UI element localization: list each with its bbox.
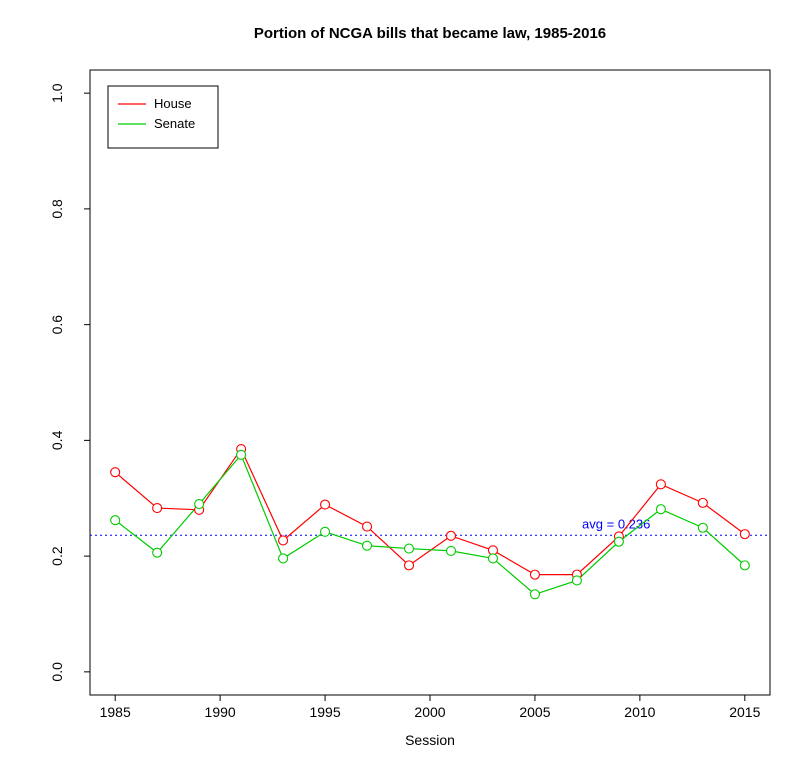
series-marker-house bbox=[656, 480, 665, 489]
y-tick-label: 0.0 bbox=[49, 662, 65, 682]
series-marker-senate bbox=[363, 541, 372, 550]
series-marker-house bbox=[111, 468, 120, 477]
series-marker-senate bbox=[279, 554, 288, 563]
series-marker-house bbox=[698, 498, 707, 507]
series-marker-house bbox=[405, 561, 414, 570]
series-marker-house bbox=[740, 530, 749, 539]
series-marker-senate bbox=[321, 527, 330, 536]
series-marker-senate bbox=[530, 590, 539, 599]
series-marker-senate bbox=[740, 561, 749, 570]
series-marker-senate bbox=[656, 505, 665, 514]
chart-title: Portion of NCGA bills that became law, 1… bbox=[254, 25, 606, 42]
chart-container: Portion of NCGA bills that became law, 1… bbox=[0, 0, 800, 764]
x-tick-label: 1990 bbox=[205, 704, 236, 720]
x-tick-label: 2000 bbox=[414, 704, 445, 720]
y-tick-label: 0.8 bbox=[49, 199, 65, 219]
series-marker-senate bbox=[488, 554, 497, 563]
avg-label: avg = 0.236 bbox=[582, 516, 650, 531]
series-marker-senate bbox=[405, 544, 414, 553]
x-tick-label: 2010 bbox=[624, 704, 655, 720]
series-marker-senate bbox=[237, 450, 246, 459]
legend-label: Senate bbox=[154, 116, 195, 131]
y-tick-label: 0.2 bbox=[49, 546, 65, 566]
x-tick-label: 1985 bbox=[100, 704, 131, 720]
series-marker-house bbox=[321, 500, 330, 509]
series-marker-house bbox=[153, 504, 162, 513]
y-tick-label: 0.4 bbox=[49, 430, 65, 450]
series-marker-house bbox=[279, 536, 288, 545]
series-marker-senate bbox=[446, 546, 455, 555]
series-marker-house bbox=[446, 531, 455, 540]
x-tick-label: 1995 bbox=[309, 704, 340, 720]
y-tick-label: 0.6 bbox=[49, 315, 65, 335]
series-marker-senate bbox=[614, 537, 623, 546]
series-marker-senate bbox=[698, 523, 707, 532]
x-axis-label: Session bbox=[405, 732, 455, 748]
series-marker-house bbox=[530, 570, 539, 579]
line-chart: Portion of NCGA bills that became law, 1… bbox=[0, 0, 800, 764]
series-marker-senate bbox=[111, 516, 120, 525]
x-tick-label: 2005 bbox=[519, 704, 550, 720]
y-tick-label: 1.0 bbox=[49, 83, 65, 103]
x-tick-label: 2015 bbox=[729, 704, 760, 720]
series-marker-house bbox=[363, 522, 372, 531]
legend-label: House bbox=[154, 96, 192, 111]
series-marker-senate bbox=[153, 548, 162, 557]
series-marker-senate bbox=[572, 576, 581, 585]
series-marker-senate bbox=[195, 500, 204, 509]
